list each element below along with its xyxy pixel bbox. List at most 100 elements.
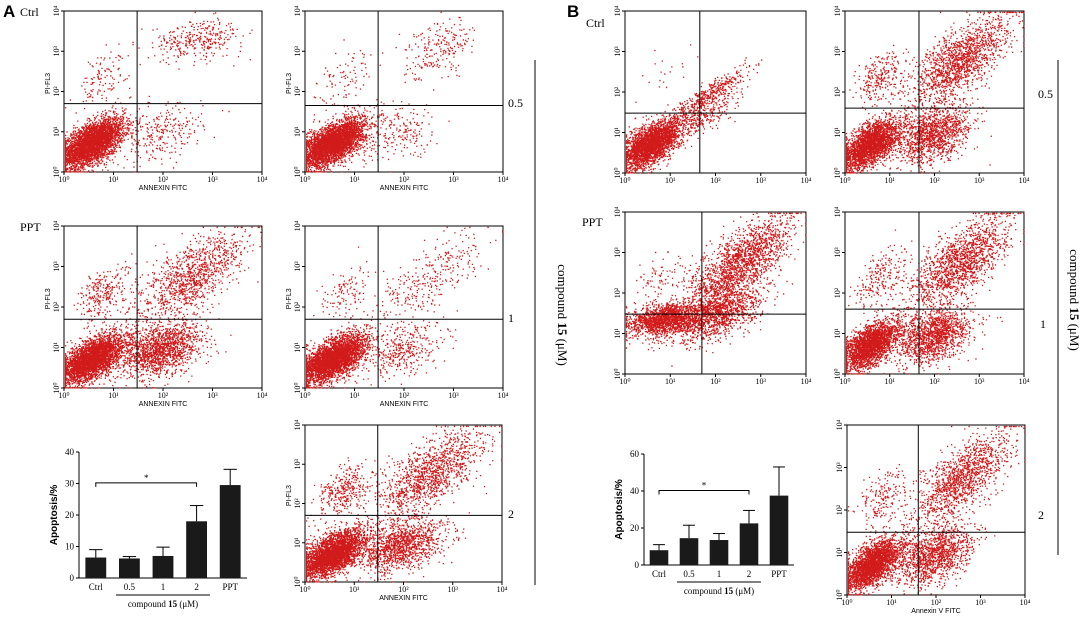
bar-category-label: 2 <box>194 582 199 592</box>
flow-plot-a-ctrl: 10⁰ 10¹ 10² 10³ 10⁴ 10⁰ 10¹ 10² 10³ 10⁴ ANNEXIN FI… <box>45 5 268 192</box>
event-dots <box>306 425 503 583</box>
y-tick-label: 10⁰ <box>52 166 61 177</box>
bar-2 <box>186 521 208 578</box>
group-label: compound 15 (μM) <box>684 586 754 596</box>
y-tick-label: 10³ <box>293 261 302 272</box>
x-tick-label: 10¹ <box>885 176 896 185</box>
event-markers <box>845 11 1025 174</box>
bar-y-axis-label: Apoptosis/% <box>614 479 625 540</box>
event-dots <box>65 11 253 173</box>
x-tick-label: 10⁴ <box>257 175 268 184</box>
x-tick-label: 10⁰ <box>619 176 630 185</box>
x-tick-label: 10³ <box>756 176 767 185</box>
y-tick-label: 10⁴ <box>835 419 844 430</box>
event-markers <box>306 226 504 389</box>
x-tick-label: 10⁴ <box>498 391 509 400</box>
panel-label-b: B <box>567 2 579 21</box>
y-tick-label: 10⁴ <box>833 206 842 217</box>
y-tick-label: 10¹ <box>833 127 842 138</box>
y-tick-label: 10¹ <box>613 127 622 138</box>
y-axis-label: PI-FL3 <box>286 288 293 309</box>
x-tick-label: 10³ <box>207 175 218 184</box>
event-markers <box>625 44 763 174</box>
flow-plot-a-2: 10⁰ 10¹ 10² 10³ 10⁴ 10⁰ 10¹ 10² 10³ 10⁴ ANNEXIN FI… <box>286 419 508 602</box>
significance-bracket <box>95 482 198 487</box>
apoptosis-bar-chart-a: 0 10 20 30 40 Apoptosis/% Ctrl 0.5 1 2 PPT compound… <box>49 447 247 609</box>
y-tick-label: 10⁴ <box>293 220 302 231</box>
y-tick-label: 10² <box>835 504 844 515</box>
y-tick-label: 10⁴ <box>52 220 61 231</box>
significance-bracket <box>658 489 750 495</box>
y-tick-label: 10¹ <box>613 328 622 339</box>
y-tick-label: 10⁰ <box>293 576 302 587</box>
y-axis-label: PI-FL3 <box>286 485 293 506</box>
y-tick-label: 10¹ <box>835 547 844 558</box>
x-tick-label: 10⁰ <box>839 377 850 386</box>
x-tick-label: 10⁴ <box>801 176 812 185</box>
y-tick-label: 10² <box>613 287 622 298</box>
x-tick-label: 10³ <box>207 391 218 400</box>
bar-2 <box>739 523 759 565</box>
y-tick-label: 10¹ <box>293 537 302 548</box>
y-tick-label: 10³ <box>293 458 302 469</box>
x-tick-label: 10² <box>710 176 721 185</box>
y-tick-label: 10⁰ <box>293 382 302 393</box>
y-tick-label: 10² <box>833 86 842 97</box>
bar-category-label: 0.5 <box>124 582 136 592</box>
y-tick-label: 10⁰ <box>293 166 302 177</box>
x-tick-label: 10³ <box>448 585 459 594</box>
x-tick-label: 10⁴ <box>1019 377 1030 386</box>
y-tick-label: 10¹ <box>833 328 842 339</box>
significance-asterisk: * <box>144 473 149 483</box>
y-tick-label: 10⁴ <box>52 5 61 16</box>
bar-0-5 <box>679 538 699 565</box>
y-tick-label: 10³ <box>52 261 61 272</box>
row-label-b-ppt: PPT <box>582 215 603 229</box>
conc-label-a-2: 2 <box>508 507 514 521</box>
x-tick-label: 10² <box>399 175 410 184</box>
x-tick-label: 10⁴ <box>1019 176 1030 185</box>
flow-plot-a-ppt: 10⁰ 10¹ 10² 10³ 10⁴ 10⁰ 10¹ 10² 10³ 10⁴ ANNEXIN FI… <box>45 220 268 408</box>
panel-label-a: A <box>3 2 15 21</box>
bar-category-label: PPT <box>771 569 787 579</box>
event-markers <box>65 11 253 173</box>
y-tick-label: 10³ <box>833 46 842 57</box>
event-markers <box>847 425 1026 596</box>
event-dots <box>625 212 807 367</box>
x-tick-label: 10² <box>399 391 410 400</box>
y-tick-label: 10¹ <box>52 126 61 137</box>
conc-label-a-1: 1 <box>508 311 514 325</box>
x-tick-label: 10⁰ <box>299 391 310 400</box>
y-tick-label: 10⁰ <box>833 167 842 178</box>
bar-y-tick-label: 40 <box>630 486 640 496</box>
x-tick-label: 10⁴ <box>1020 598 1031 607</box>
bar-y-tick-label: 0 <box>635 560 640 570</box>
y-tick-label: 10⁴ <box>613 206 622 217</box>
y-tick-label: 10² <box>293 301 302 312</box>
event-markers <box>845 212 1025 375</box>
row-label-a-ctrl: Ctrl <box>20 5 39 19</box>
y-tick-label: 10⁰ <box>835 589 844 600</box>
row-label-b-ctrl: Ctrl <box>586 16 605 30</box>
y-tick-label: 10³ <box>835 462 844 473</box>
bar-ppt <box>219 485 241 578</box>
event-dots <box>847 425 1026 596</box>
x-tick-label: 10⁴ <box>801 377 812 386</box>
conc-label-b-0-5: 0.5 <box>1038 87 1053 101</box>
bar-category-label: Ctrl <box>89 582 104 592</box>
bar-y-tick-label: 20 <box>630 523 640 533</box>
bar-y-tick-label: 0 <box>70 573 75 583</box>
y-tick-label: 10³ <box>52 45 61 56</box>
y-tick-label: 10² <box>293 498 302 509</box>
conc-label-b-1: 1 <box>1040 317 1046 331</box>
x-tick-label: 10⁰ <box>58 175 69 184</box>
y-tick-label: 10³ <box>293 45 302 56</box>
event-markers <box>65 226 263 389</box>
event-markers <box>306 425 503 583</box>
bar-y-tick-label: 10 <box>65 542 75 552</box>
event-dots <box>845 11 1025 174</box>
bar-ppt <box>769 495 789 565</box>
x-tick-label: 10² <box>398 585 409 594</box>
x-tick-label: 10¹ <box>885 377 896 386</box>
